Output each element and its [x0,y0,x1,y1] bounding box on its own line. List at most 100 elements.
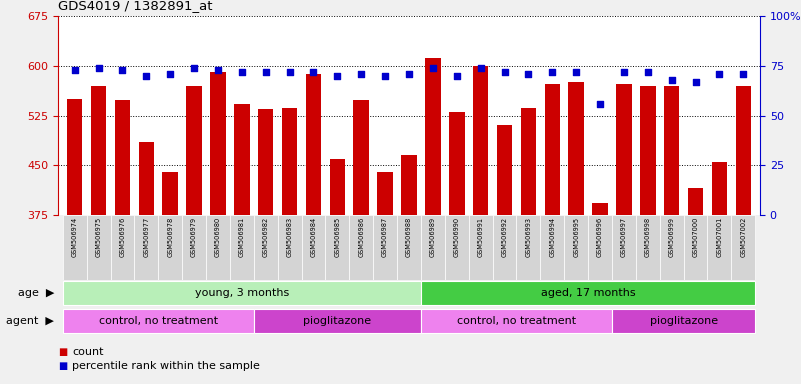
Bar [87,215,111,280]
Text: GSM506988: GSM506988 [406,217,412,257]
Bar [521,108,536,215]
Point [618,69,630,75]
Point [666,77,678,83]
Bar [660,215,683,280]
Point [187,65,200,71]
Bar [401,155,417,215]
Bar [210,72,226,215]
Point [260,69,272,75]
Bar [469,215,493,280]
Bar [187,86,202,215]
Point [235,69,248,75]
Point [140,73,153,79]
Text: GSM506976: GSM506976 [119,217,126,257]
Text: GSM506992: GSM506992 [501,217,508,257]
Text: GSM506999: GSM506999 [669,217,674,257]
Bar [62,281,421,306]
Bar [640,86,655,215]
Bar [306,74,321,215]
Bar [115,100,131,215]
Bar [541,215,564,280]
Bar [636,215,660,280]
Bar [588,215,612,280]
Bar [493,215,517,280]
Bar [230,215,254,280]
Bar [349,215,373,280]
Bar [545,84,560,215]
Point [450,73,463,79]
Text: ■: ■ [58,347,67,357]
Point [474,65,487,71]
Bar [425,58,441,215]
Text: GSM506974: GSM506974 [72,217,78,257]
Bar [234,104,250,215]
Text: GSM506996: GSM506996 [597,217,603,257]
Bar [258,109,273,215]
Text: GSM506978: GSM506978 [167,217,173,257]
Bar [139,142,154,215]
Point [403,71,416,77]
Bar [688,189,703,215]
Point [68,67,81,73]
Point [307,69,320,75]
Text: GSM506987: GSM506987 [382,217,388,257]
Text: agent  ▶: agent ▶ [6,316,54,326]
Bar [421,308,612,333]
Bar [592,203,608,215]
Bar [111,215,135,280]
Bar [497,126,513,215]
Point [642,69,654,75]
Text: GSM506982: GSM506982 [263,217,268,257]
Bar [373,215,397,280]
Text: count: count [72,347,104,357]
Point [594,101,606,107]
Bar [612,215,636,280]
Point [379,73,392,79]
Bar [62,215,87,280]
Point [570,69,582,75]
Point [331,73,344,79]
Bar [707,215,731,280]
Text: control, no treatment: control, no treatment [457,316,576,326]
Bar [301,215,325,280]
Text: GSM506997: GSM506997 [621,217,627,257]
Text: GSM506991: GSM506991 [477,217,484,257]
Point [522,71,535,77]
Point [426,65,439,71]
Text: GSM506990: GSM506990 [453,217,460,257]
Point [545,69,558,75]
Bar [377,172,392,215]
Point [713,71,726,77]
Text: pioglitazone: pioglitazone [650,316,718,326]
Bar [473,66,489,215]
Bar [329,159,345,215]
Text: GSM507001: GSM507001 [716,217,723,257]
Bar [564,215,588,280]
Point [211,67,224,73]
Bar [731,215,755,280]
Bar [421,215,445,280]
Bar [62,308,254,333]
Point [689,79,702,85]
Point [164,71,177,77]
Point [116,67,129,73]
Bar [711,162,727,215]
Text: GSM506977: GSM506977 [143,217,149,257]
Text: percentile rank within the sample: percentile rank within the sample [72,361,260,371]
Text: aged, 17 months: aged, 17 months [541,288,635,298]
Bar [182,215,206,280]
Bar [325,215,349,280]
Text: pioglitazone: pioglitazone [304,316,372,326]
Point [92,65,105,71]
Text: GSM506989: GSM506989 [430,217,436,257]
Text: control, no treatment: control, no treatment [99,316,218,326]
Text: GDS4019 / 1382891_at: GDS4019 / 1382891_at [58,0,212,12]
Bar [517,215,541,280]
Bar [449,112,465,215]
Bar [683,215,707,280]
Text: GSM506981: GSM506981 [239,217,245,257]
Point [737,71,750,77]
Text: GSM507000: GSM507000 [693,217,698,257]
Text: GSM506975: GSM506975 [95,217,102,257]
Text: GSM506998: GSM506998 [645,217,650,257]
